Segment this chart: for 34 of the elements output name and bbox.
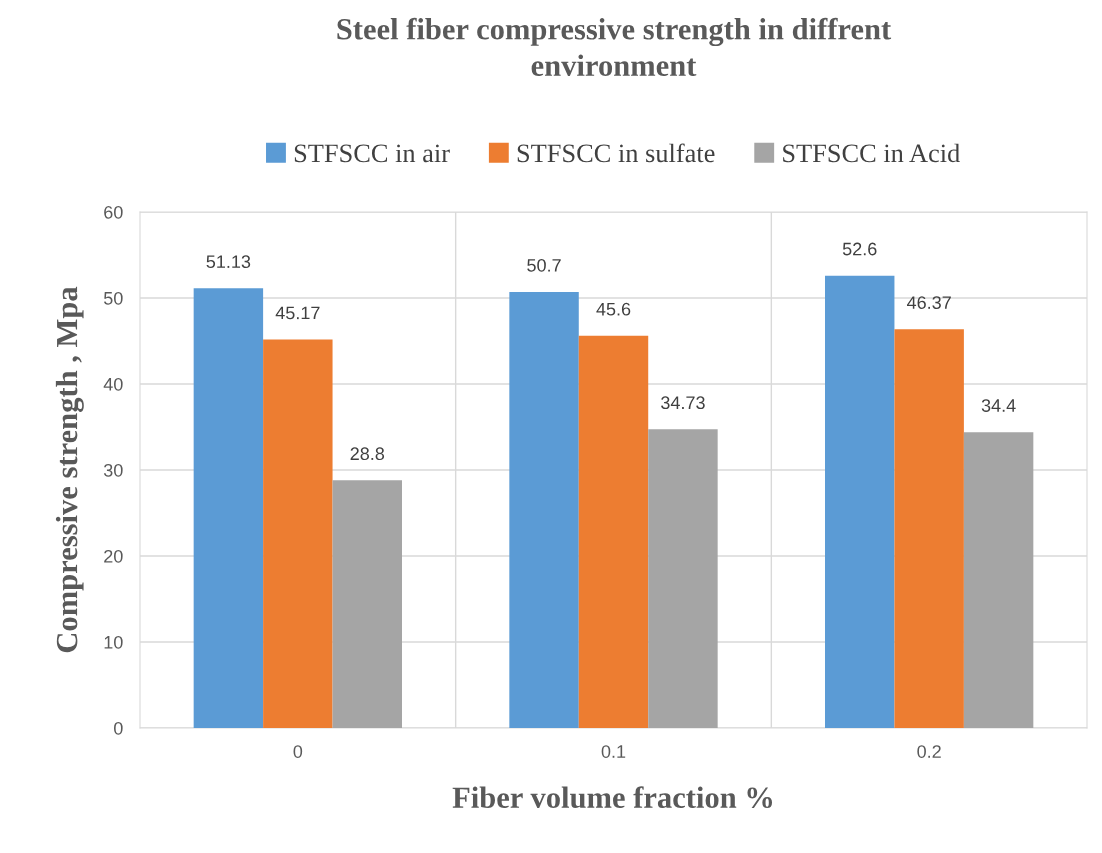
bar [963,432,1034,728]
data-label: 50.7 [527,258,561,272]
data-label: 52.6 [842,242,877,256]
x-axis-title: Fiber volume fraction % [452,786,773,809]
data-label: 28.8 [350,447,385,461]
y-tick-label: 60 [104,205,123,219]
y-tick-label: 0 [114,721,123,735]
data-label: 51.13 [206,255,251,269]
data-label: 46.37 [906,296,951,309]
bar [263,339,333,728]
bar [648,429,718,728]
legend-label: STFSCC in air [294,144,450,163]
legend-label: STFSCC in Acid [783,143,960,163]
legend-label: STFSCC in sulfate [517,143,715,163]
x-tick-label: 0.2 [917,745,941,758]
data-label: 34.73 [661,396,705,410]
bar [825,275,895,728]
bar [332,480,402,728]
bar [578,335,649,728]
y-tick-label: 50 [103,291,123,305]
bar [509,291,579,728]
y-tick-label: 30 [103,463,123,477]
bar [193,288,264,728]
y-tick-label: 20 [104,549,123,563]
bar [894,329,964,728]
y-tick-label: 40 [103,377,123,391]
x-tick-label: 0.1 [601,745,626,758]
chart-title: Steel fiber compressive strength in diffrent environment [337,17,892,77]
data-label: 45.17 [275,306,320,320]
data-label: 34.4 [981,399,1016,412]
y-axis-title: Compressive strength , Mpa [55,286,84,653]
y-tick-label: 10 [104,635,123,649]
data-label: 45.6 [596,302,631,316]
x-tick-label: 0 [293,745,303,758]
